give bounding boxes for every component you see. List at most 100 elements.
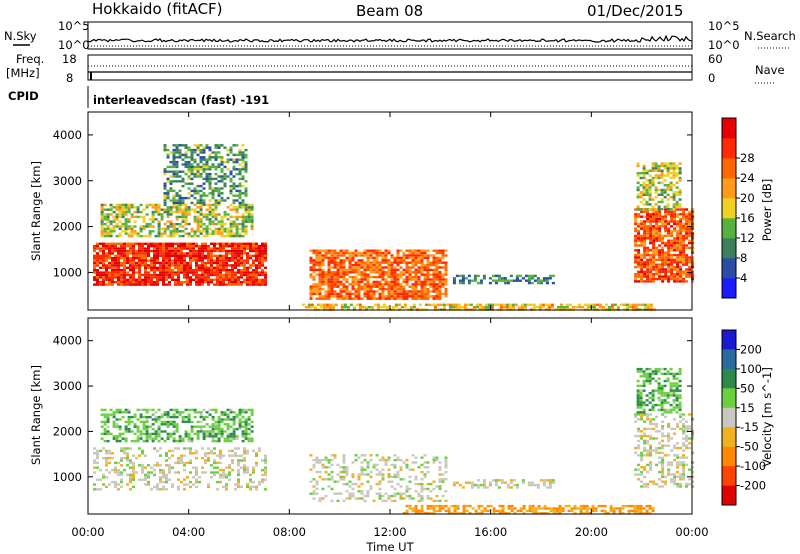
scatter-cell-morning-band [93, 483, 96, 486]
scatter-cell-evening-upper [666, 198, 670, 201]
scatter-cell-evening-band [667, 270, 671, 273]
scatter-cell-noon-patch [342, 295, 346, 298]
scatter-cell-noon-patch [357, 263, 361, 267]
scatter-cell-morning-sparse [244, 180, 248, 183]
scatter-cell-morning-band [234, 249, 237, 253]
scatter-cell-morning-upper [244, 203, 248, 207]
scatter-cell-morning-upper [103, 430, 107, 433]
scatter-cell-noon-patch [366, 280, 370, 284]
scatter-cell-morning-upper [121, 437, 125, 440]
scatter-cell-evening-band [634, 237, 638, 240]
scatter-cell-morning-upper [238, 418, 242, 421]
scatter-cell-noon-patch [423, 263, 427, 267]
scatter-cell-morning-band [207, 259, 210, 262]
scatter-cell-noon-patch [393, 454, 397, 457]
scatter-cell-morning-upper [241, 215, 245, 219]
scatter-cell-near-range [508, 306, 512, 309]
scatter-cell-noon-patch [330, 287, 334, 291]
scatter-cell-morning-band [165, 488, 168, 491]
scatter-cell-noon-patch [381, 287, 385, 291]
scatter-cell-noon-patch [309, 292, 313, 296]
scatter-cell-morning-upper [247, 220, 251, 223]
scatter-cell-evening-band [682, 246, 686, 250]
scatter-cell-evening-band [637, 249, 641, 252]
scatter-cell-noon-patch [384, 499, 388, 503]
scatter-cell-morning-band [138, 478, 141, 481]
scatter-cell-morning-band [102, 249, 105, 253]
scatter-cell-noon-patch [363, 494, 367, 498]
scatter-cell-morning-band [216, 466, 219, 469]
scatter-cell-morning-band [237, 259, 240, 262]
scatter-cell-near-range [340, 306, 344, 309]
scatter-cell-morning-upper [196, 435, 200, 438]
scatter-cell-morning-upper [184, 415, 188, 419]
scatter-cell-morning-upper [202, 222, 206, 226]
scatter-cell-noon-patch [318, 263, 322, 267]
scatter-cell-noon-patch [417, 251, 421, 255]
scatter-cell-evening-band [652, 273, 656, 276]
scatter-cell-morning-band [114, 259, 117, 262]
scatter-cell-noon-patch [336, 271, 340, 274]
scatter-cell-morning-band [219, 452, 222, 455]
scatter-cell-morning-sparse [214, 151, 218, 154]
scatter-cell-morning-band [246, 449, 249, 453]
scatter-cell-afternoon-band [464, 277, 468, 280]
scatter-cell-noon-patch [372, 290, 376, 293]
scatter-cell-noon-patch [405, 487, 409, 491]
scatter-cell-morning-band [132, 478, 135, 481]
scatter-cell-morning-band [180, 264, 183, 267]
scatter-cell-noon-patch [426, 482, 430, 486]
scatter-cell-morning-upper [241, 439, 245, 443]
scatter-cell-morning-band [180, 480, 183, 484]
scatter-cell-morning-upper [127, 225, 131, 228]
scatter-cell-morning-upper [106, 234, 110, 238]
scatter-cell-morning-upper [187, 210, 191, 214]
scatter-cell-noon-patch [372, 249, 376, 252]
scatter-cell-morning-band [111, 278, 114, 281]
scatter-cell-morning-upper [175, 215, 179, 219]
scatter-cell-noon-patch [432, 249, 436, 252]
scatter-cell-morning-band [156, 464, 159, 467]
scatter-cell-near-range [478, 306, 482, 309]
scatter-cell-morning-band [255, 452, 258, 455]
scatter-cell-morning-upper [106, 208, 110, 211]
scatter-cell-noon-patch [435, 292, 439, 296]
scatter-cell-noon-patch [423, 475, 427, 479]
scatter-cell-near-range [594, 507, 598, 510]
scatter-cell-afternoon-band [497, 479, 501, 482]
scatter-cell-morning-band [168, 468, 171, 472]
scatter-cell-noon-patch [438, 251, 442, 255]
scatter-cell-morning-band [117, 468, 120, 472]
scatter-cell-morning-band [159, 269, 162, 272]
scatter-cell-morning-band [237, 245, 240, 248]
scatter-cell-morning-band [255, 252, 258, 255]
scatter-cell-morning-band [129, 259, 132, 262]
scatter-cell-morning-upper [190, 439, 194, 443]
scatter-cell-morning-upper [211, 220, 215, 223]
scatter-cell-morning-band [159, 271, 162, 274]
scatter-cell-morning-sparse [169, 189, 173, 193]
scatter-cell-morning-sparse [220, 170, 224, 173]
scatter-cell-noon-patch [420, 254, 424, 257]
scatter-cell-near-range [573, 512, 577, 515]
scatter-cell-morning-band [162, 276, 165, 279]
scatter-cell-morning-band [207, 249, 210, 253]
scatter-cell-noon-patch [396, 275, 400, 279]
scatter-cell-morning-band [168, 259, 171, 262]
scatter-cell-near-range [475, 306, 479, 309]
scatter-cell-morning-band [201, 471, 204, 474]
scatter-cell-noon-patch [444, 287, 448, 291]
scatter-cell-morning-band [141, 278, 144, 281]
scatter-cell-noon-patch [375, 263, 379, 267]
scatter-cell-morning-upper [217, 425, 221, 428]
scatter-cell-noon-patch [330, 280, 334, 284]
scatter-cell-morning-band [183, 447, 186, 450]
scatter-cell-morning-sparse [190, 201, 194, 205]
scatter-cell-morning-band [216, 278, 219, 281]
scatter-cell-noon-patch [318, 280, 322, 284]
scatter-cell-near-range [397, 303, 401, 306]
scatter-cell-near-range [621, 504, 625, 508]
scatter-cell-morning-band [261, 278, 264, 281]
scatter-cell-morning-band [210, 254, 213, 257]
scatter-cell-morning-sparse [232, 184, 236, 188]
